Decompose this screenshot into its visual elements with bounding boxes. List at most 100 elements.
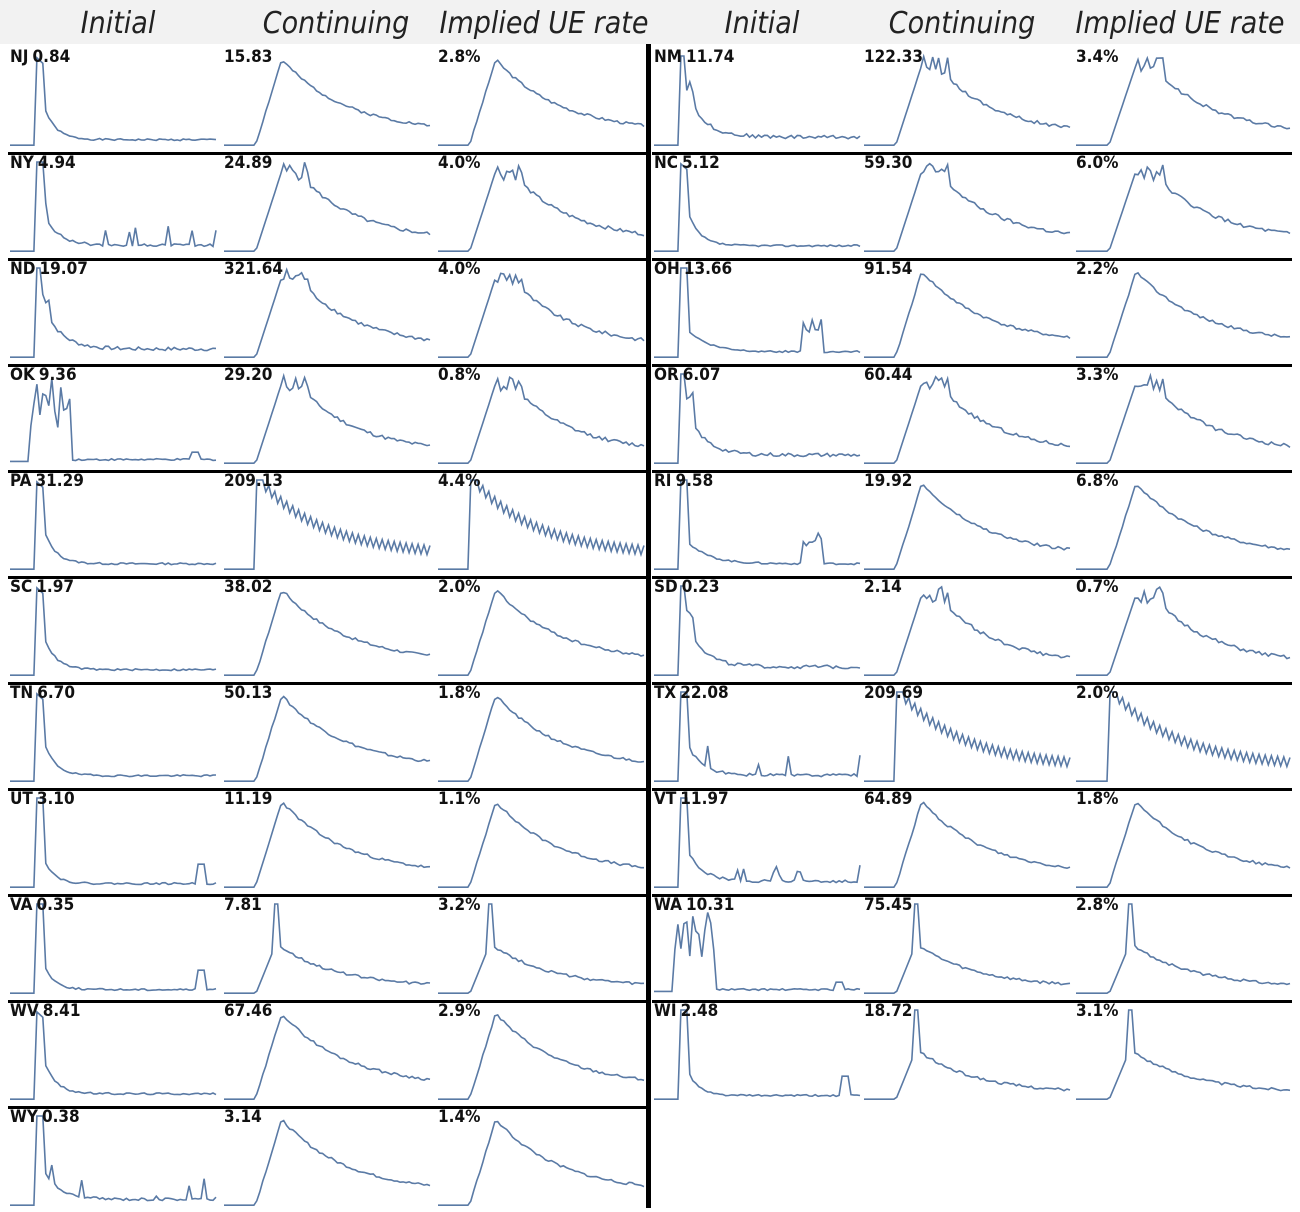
rate-value: 1.8% xyxy=(438,683,481,703)
sparkline xyxy=(224,161,431,252)
sparkline-cell: 59.30 xyxy=(862,152,1072,258)
continuing-value: 59.30 xyxy=(864,153,913,173)
header-band xyxy=(0,0,1300,44)
state-code: UT xyxy=(10,789,33,809)
sparkline-cell: 2.9% xyxy=(436,1000,646,1106)
sparkline xyxy=(1076,691,1291,782)
row-divider xyxy=(652,258,1292,261)
initial-value: 19.07 xyxy=(39,259,88,279)
rate-value: 2.9% xyxy=(438,1001,481,1021)
initial-value: 22.08 xyxy=(680,683,729,703)
column-header: Initial xyxy=(80,6,156,41)
rate-value: 0.7% xyxy=(1076,577,1119,597)
initial-value: 4.94 xyxy=(37,153,76,173)
sparkline xyxy=(654,691,861,782)
sparkline xyxy=(864,161,1071,252)
sparkline-cell: PA 31.29 xyxy=(8,470,218,576)
state-code: ND xyxy=(10,259,36,279)
rate-value: 3.2% xyxy=(438,895,481,915)
sparkline xyxy=(10,692,217,782)
sparkline xyxy=(1076,802,1291,888)
series-line xyxy=(438,1120,645,1206)
sparkline xyxy=(438,903,645,994)
state-code: NC xyxy=(654,153,679,173)
sparkline-cell: 3.4% xyxy=(1074,46,1292,152)
series-line xyxy=(10,903,217,994)
rate-value: 3.3% xyxy=(1076,365,1119,385)
sparkline-cell: 3.2% xyxy=(436,894,646,1000)
sparkline-cell: NC 5.12 xyxy=(652,152,862,258)
series-line xyxy=(864,161,1071,252)
series-line xyxy=(654,1009,861,1100)
series-line xyxy=(10,267,217,358)
state-initial-label: SC 1.97 xyxy=(10,577,78,597)
sparkline xyxy=(224,1119,431,1206)
initial-value: 3.10 xyxy=(36,789,75,809)
series-line xyxy=(1076,586,1291,676)
rate-value: 4.4% xyxy=(438,471,481,491)
continuing-value: 60.44 xyxy=(864,365,913,385)
row-divider xyxy=(652,470,1292,473)
rate-value: 2.0% xyxy=(438,577,481,597)
sparkline-cell: TX 22.08 xyxy=(652,682,862,788)
continuing-value: 209.69 xyxy=(864,683,924,703)
series-line xyxy=(224,267,431,358)
rate-value: 3.4% xyxy=(1076,47,1119,67)
sparkline xyxy=(10,797,217,888)
row-divider xyxy=(652,364,1292,367)
initial-value: 11.97 xyxy=(680,789,729,809)
continuing-value: 3.14 xyxy=(224,1107,262,1127)
panel-divider xyxy=(646,44,651,1208)
series-line xyxy=(654,162,861,252)
sparkline xyxy=(438,59,645,146)
state-initial-label: VT 11.97 xyxy=(654,789,733,809)
sparkline xyxy=(224,591,431,676)
state-code: VA xyxy=(10,895,33,915)
sparkline xyxy=(864,801,1071,888)
sparkline-cell: 6.0% xyxy=(1074,152,1292,258)
rate-value: 2.2% xyxy=(1076,259,1119,279)
series-line xyxy=(864,903,1071,994)
sparkline xyxy=(654,1009,861,1100)
state-initial-label: NC 5.12 xyxy=(654,153,724,173)
column-header: Continuing xyxy=(888,6,1036,41)
series-line xyxy=(438,696,645,782)
sparkline-cell: VA 0.35 xyxy=(8,894,218,1000)
sparkline-cell: WA 10.31 xyxy=(652,894,862,1000)
sparkline xyxy=(1076,55,1291,146)
state-code: TX xyxy=(654,683,677,703)
initial-value: 11.74 xyxy=(686,47,735,67)
series-line xyxy=(10,1010,217,1100)
sparkline-cell: 0.7% xyxy=(1074,576,1292,682)
series-line xyxy=(654,691,861,782)
rate-value: 2.0% xyxy=(1076,683,1119,703)
rate-value: 6.8% xyxy=(1076,471,1119,491)
state-code: SC xyxy=(10,577,33,597)
state-initial-label: OK 9.36 xyxy=(10,365,81,385)
sparkline xyxy=(438,163,645,252)
series-line xyxy=(224,1015,431,1100)
sparkline-cell: TN 6.70 xyxy=(8,682,218,788)
sparkline xyxy=(1076,271,1291,358)
series-line xyxy=(1076,271,1291,358)
continuing-value: 19.92 xyxy=(864,471,913,491)
continuing-value: 321.64 xyxy=(224,259,284,279)
series-line xyxy=(1076,1009,1291,1100)
sparkline xyxy=(224,695,431,782)
state-code: SD xyxy=(654,577,678,597)
series-line xyxy=(1076,691,1291,782)
sparkline xyxy=(438,479,645,570)
series-line xyxy=(224,802,431,888)
sparkline-cell: 15.83 xyxy=(222,46,432,152)
sparkline-cell: 3.3% xyxy=(1074,364,1292,470)
sparkline-cell: 18.72 xyxy=(862,1000,1072,1106)
series-line xyxy=(1076,903,1291,994)
state-code: OK xyxy=(10,365,35,385)
row-divider xyxy=(8,364,646,367)
series-line xyxy=(224,1119,431,1206)
continuing-value: 29.20 xyxy=(224,365,273,385)
sparkline-cell: 11.19 xyxy=(222,788,432,894)
state-code: WV xyxy=(10,1001,39,1021)
state-initial-label: WI 2.48 xyxy=(654,1001,722,1021)
